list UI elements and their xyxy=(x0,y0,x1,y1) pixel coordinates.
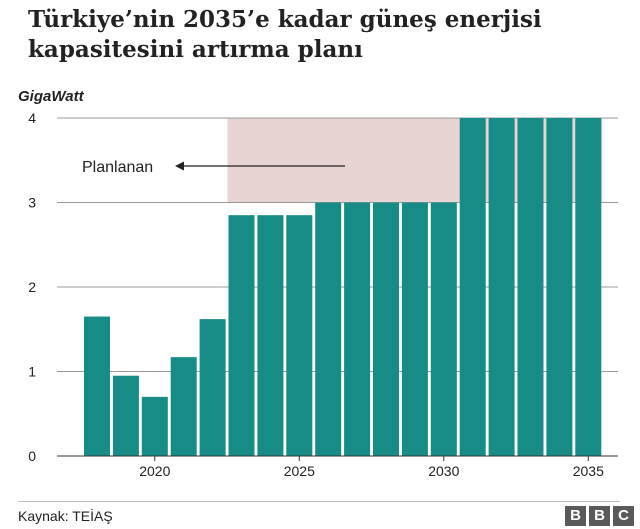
bar-2021 xyxy=(170,357,197,456)
source-note: Kaynak: TEİAŞ xyxy=(18,508,113,524)
footer-divider xyxy=(18,501,620,502)
bar-2022 xyxy=(199,319,226,456)
planned-annotation-label: Planlanan xyxy=(82,159,153,176)
bar-2032 xyxy=(488,118,515,456)
bbc-logo: B B C xyxy=(565,506,634,526)
x-tick-label: 2020 xyxy=(139,463,170,479)
bbc-logo-letter-b2: B xyxy=(589,506,610,526)
bar-2034 xyxy=(546,118,573,456)
x-tick-label: 2025 xyxy=(284,463,315,479)
bar-2026 xyxy=(315,202,342,456)
y-tick-label: 2 xyxy=(28,279,36,295)
bbc-logo-letter-c: C xyxy=(613,506,634,526)
bar-2025 xyxy=(286,215,313,456)
bbc-logo-letter-b1: B xyxy=(565,506,586,526)
bar-2033 xyxy=(517,118,544,456)
bar-2030 xyxy=(430,202,457,456)
planned-annotation-arrowhead xyxy=(175,161,184,171)
bar-2020 xyxy=(141,396,168,456)
y-tick-label: 0 xyxy=(28,448,36,464)
bar-2035 xyxy=(575,118,602,456)
bar-2027 xyxy=(344,202,371,456)
y-tick-label: 4 xyxy=(28,110,36,126)
bar-2029 xyxy=(401,202,428,456)
y-tick-label: 3 xyxy=(28,195,36,211)
bar-2031 xyxy=(459,118,486,456)
planned-region xyxy=(227,118,603,203)
y-tick-label: 1 xyxy=(28,364,36,380)
x-tick-label: 2035 xyxy=(573,463,604,479)
bar-2028 xyxy=(373,202,399,456)
bar-2024 xyxy=(257,215,284,456)
bar-2019 xyxy=(112,375,139,456)
bar-2018 xyxy=(84,316,110,456)
y-axis-unit-label: GigaWatt xyxy=(18,88,84,105)
chart-title: Türkiye’nin 2035’e kadar güneş enerjisi … xyxy=(28,6,542,63)
x-tick-label: 2030 xyxy=(428,463,459,479)
bar-2023 xyxy=(228,215,255,456)
